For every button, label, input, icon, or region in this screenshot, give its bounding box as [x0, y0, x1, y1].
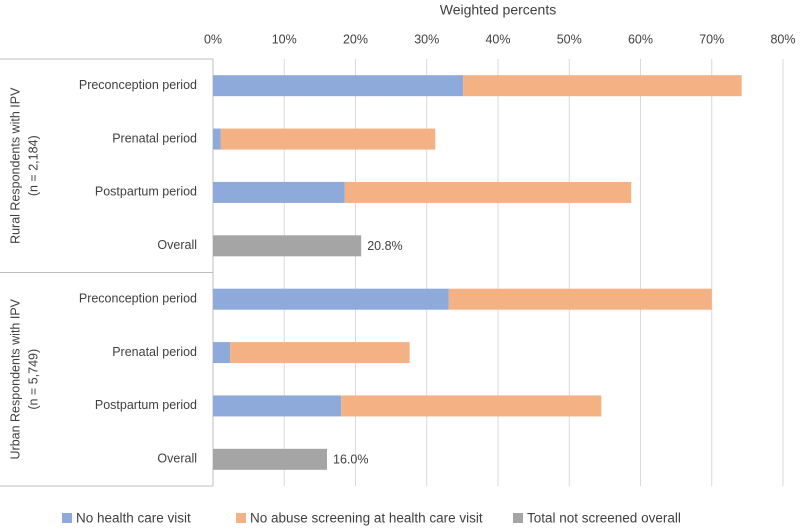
- bar-segment: [213, 181, 345, 203]
- bar-segment: [230, 342, 410, 364]
- bar-segment: [213, 128, 221, 150]
- y-tick-label: Postpartum period: [95, 185, 197, 199]
- bar-segment: [213, 342, 231, 364]
- bar-segment: [463, 75, 742, 97]
- legend-label: No abuse screening at health care visit: [250, 511, 483, 526]
- y-tick-label: Prenatal period: [112, 131, 197, 145]
- bar-segment: [213, 395, 342, 417]
- bar-segment: [213, 75, 464, 97]
- group-label: Rural Respondents with IPV: [8, 87, 22, 244]
- x-tick-label: 10%: [272, 32, 297, 46]
- bar-segment: [213, 288, 449, 310]
- y-tick-label: Overall: [157, 238, 197, 252]
- y-tick-label: Overall: [157, 452, 197, 466]
- group-label: Urban Respondents with IPV: [8, 298, 22, 459]
- x-tick-label: 80%: [770, 32, 795, 46]
- legend-swatch: [236, 513, 246, 523]
- bar-segment: [448, 288, 712, 310]
- y-tick-label: Preconception period: [79, 78, 197, 92]
- group-note: (n = 5,749): [26, 349, 40, 410]
- y-tick-label: Prenatal period: [112, 345, 197, 359]
- x-tick-label: 30%: [414, 32, 439, 46]
- legend-label: Total not screened overall: [527, 511, 681, 526]
- bar-segment: [344, 181, 632, 203]
- bar-segment: [213, 448, 327, 470]
- x-tick-label: 50%: [557, 32, 582, 46]
- x-tick-label: 60%: [628, 32, 653, 46]
- x-tick-label: 70%: [699, 32, 724, 46]
- data-label: 16.0%: [333, 453, 368, 467]
- y-tick-label: Preconception period: [79, 291, 197, 305]
- x-tick-label: 0%: [204, 32, 222, 46]
- bar-segment: [341, 395, 602, 417]
- legend-swatch: [62, 513, 72, 523]
- y-tick-label: Postpartum period: [95, 398, 197, 412]
- x-tick-label: 40%: [485, 32, 510, 46]
- legend-swatch: [513, 513, 523, 523]
- x-axis-title: Weighted percents: [440, 2, 556, 18]
- data-label: 20.8%: [367, 239, 402, 253]
- group-note: (n = 2,184): [26, 135, 40, 196]
- bar-segment: [213, 235, 362, 257]
- x-tick-label: 20%: [343, 32, 368, 46]
- legend-label: No health care visit: [76, 511, 191, 526]
- bar-segment: [220, 128, 436, 150]
